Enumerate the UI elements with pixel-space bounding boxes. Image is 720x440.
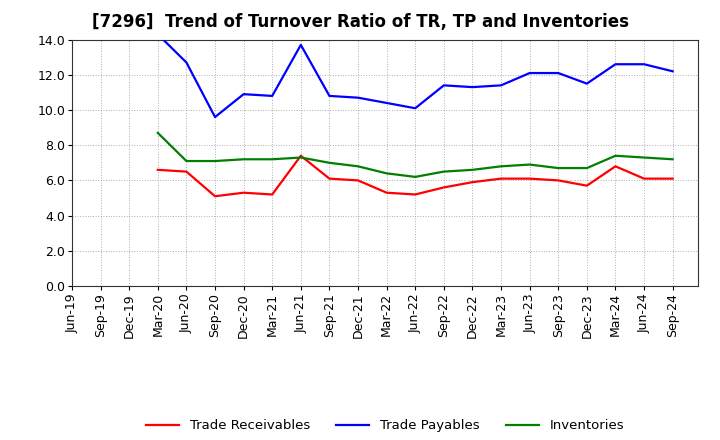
Inventories — [526, 162, 534, 167]
Trade Receivables — [497, 176, 505, 181]
Trade Payables — [526, 70, 534, 76]
Trade Receivables — [382, 190, 391, 195]
Trade Payables — [153, 32, 162, 37]
Trade Receivables — [182, 169, 191, 174]
Trade Receivables — [297, 153, 305, 158]
Trade Payables — [239, 92, 248, 97]
Trade Payables — [325, 93, 334, 99]
Trade Payables — [354, 95, 362, 100]
Trade Payables — [382, 100, 391, 106]
Trade Payables — [468, 84, 477, 90]
Line: Inventories: Inventories — [158, 133, 672, 177]
Inventories — [439, 169, 448, 174]
Trade Payables — [668, 69, 677, 74]
Inventories — [297, 155, 305, 160]
Inventories — [468, 167, 477, 172]
Trade Payables — [582, 81, 591, 86]
Trade Receivables — [554, 178, 562, 183]
Trade Receivables — [211, 194, 220, 199]
Inventories — [497, 164, 505, 169]
Trade Payables — [640, 62, 649, 67]
Trade Receivables — [411, 192, 420, 197]
Text: [7296]  Trend of Turnover Ratio of TR, TP and Inventories: [7296] Trend of Turnover Ratio of TR, TP… — [91, 13, 629, 31]
Trade Receivables — [153, 167, 162, 172]
Trade Payables — [411, 106, 420, 111]
Trade Receivables — [354, 178, 362, 183]
Trade Payables — [554, 70, 562, 76]
Trade Receivables — [526, 176, 534, 181]
Inventories — [239, 157, 248, 162]
Trade Payables — [611, 62, 620, 67]
Trade Receivables — [640, 176, 649, 181]
Inventories — [354, 164, 362, 169]
Inventories — [411, 174, 420, 180]
Trade Payables — [268, 93, 276, 99]
Inventories — [611, 153, 620, 158]
Inventories — [268, 157, 276, 162]
Trade Payables — [497, 83, 505, 88]
Inventories — [211, 158, 220, 164]
Trade Payables — [211, 114, 220, 120]
Inventories — [640, 155, 649, 160]
Inventories — [554, 165, 562, 171]
Trade Receivables — [439, 185, 448, 190]
Trade Receivables — [582, 183, 591, 188]
Line: Trade Receivables: Trade Receivables — [158, 156, 672, 196]
Inventories — [153, 130, 162, 136]
Inventories — [382, 171, 391, 176]
Trade Payables — [297, 42, 305, 48]
Inventories — [668, 157, 677, 162]
Legend: Trade Receivables, Trade Payables, Inventories: Trade Receivables, Trade Payables, Inven… — [141, 414, 629, 438]
Trade Receivables — [468, 180, 477, 185]
Trade Receivables — [611, 164, 620, 169]
Inventories — [182, 158, 191, 164]
Trade Receivables — [325, 176, 334, 181]
Trade Receivables — [268, 192, 276, 197]
Trade Receivables — [239, 190, 248, 195]
Trade Payables — [439, 83, 448, 88]
Inventories — [325, 160, 334, 165]
Trade Payables — [182, 60, 191, 65]
Inventories — [582, 165, 591, 171]
Trade Receivables — [668, 176, 677, 181]
Line: Trade Payables: Trade Payables — [158, 34, 672, 117]
